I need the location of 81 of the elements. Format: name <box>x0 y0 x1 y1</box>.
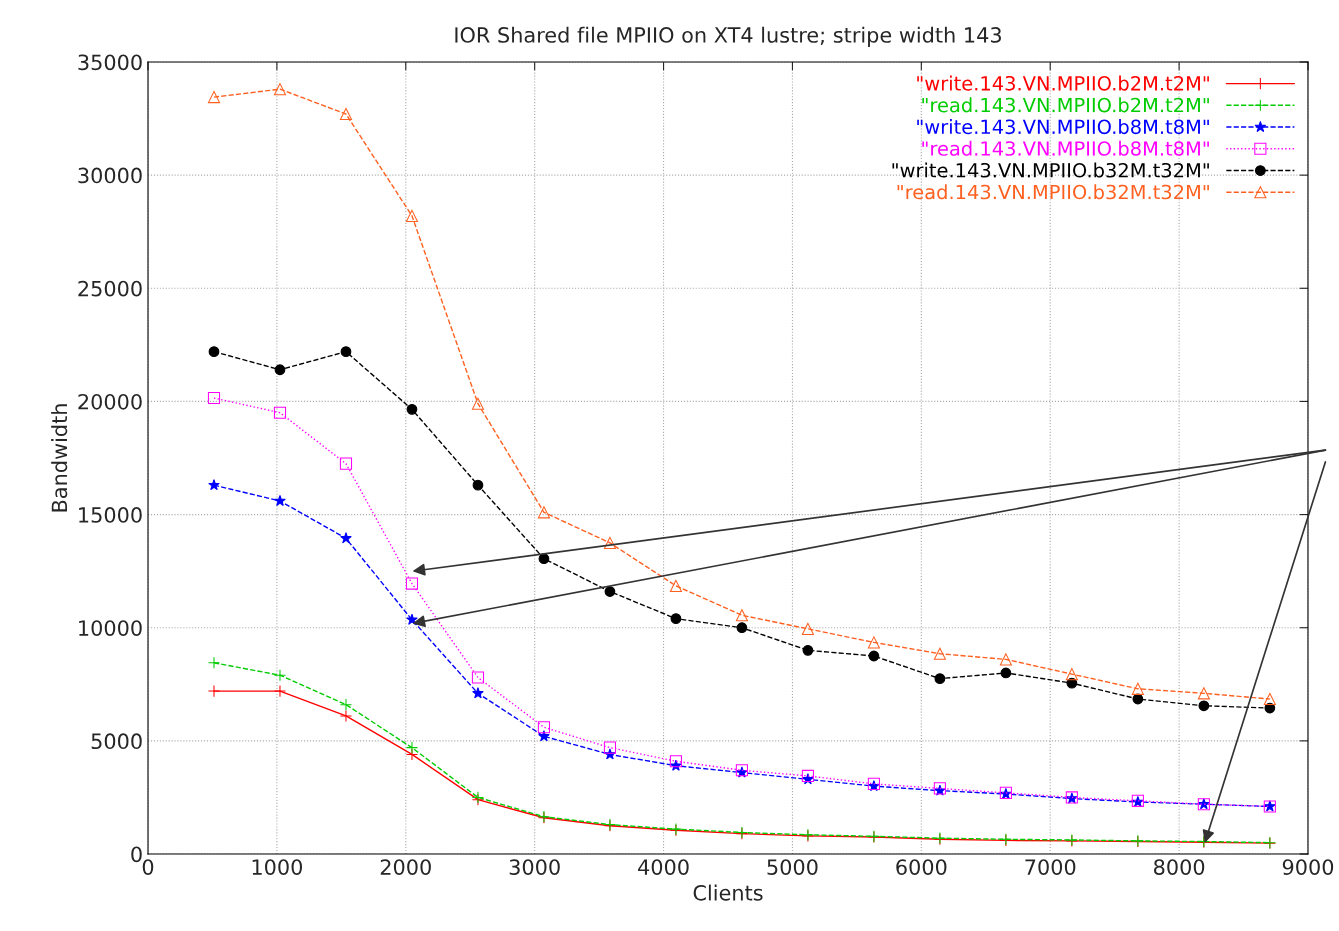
x-tick-label: 7000 <box>1025 859 1076 875</box>
y-tick-label: 25000 <box>78 280 142 297</box>
chart-title: IOR Shared file MPIIO on XT4 lustre; stripe width 143 <box>455 26 1001 47</box>
point <box>207 685 221 698</box>
point <box>472 687 484 699</box>
point <box>471 671 485 684</box>
point <box>1197 687 1210 700</box>
point <box>868 650 880 662</box>
point <box>472 479 484 491</box>
x-tick-label: 4000 <box>638 859 689 875</box>
point <box>405 209 419 222</box>
point <box>537 721 551 734</box>
point <box>933 647 946 660</box>
point <box>207 656 221 669</box>
y-tick-label: 0 <box>131 846 142 863</box>
point <box>867 636 880 649</box>
x-tick-label: 5000 <box>767 859 818 875</box>
point <box>802 644 814 656</box>
point <box>406 613 418 625</box>
point <box>208 346 220 358</box>
point <box>273 83 287 96</box>
point <box>603 536 617 549</box>
y-tick-label: 20000 <box>78 393 142 410</box>
point <box>340 346 352 358</box>
point <box>1065 668 1078 681</box>
point <box>670 613 682 625</box>
point <box>669 755 682 768</box>
x-tick-label: 8000 <box>1154 859 1205 875</box>
legend-label: "write.143.VN.MPIIO.b2M.t2M" <box>917 75 1209 91</box>
y-tick-label: 5000 <box>91 733 142 750</box>
x-tick-label: 1000 <box>252 859 303 875</box>
x-tick-label: 0 <box>142 859 154 875</box>
point <box>273 669 287 682</box>
point <box>1132 693 1144 705</box>
y-tick-label: 30000 <box>78 167 142 184</box>
legend-label: "write.143.VN.MPIIO.b32M.t32M" <box>892 162 1209 178</box>
point <box>604 586 616 597</box>
point <box>207 91 221 104</box>
point <box>274 494 286 507</box>
point <box>999 653 1012 666</box>
point <box>801 769 814 783</box>
x-axis-title: Clients <box>693 884 763 901</box>
x-tick-label: 9000 <box>1282 859 1334 875</box>
point <box>405 577 419 590</box>
point <box>934 673 946 685</box>
point <box>471 397 485 410</box>
point <box>273 406 287 419</box>
point <box>1263 692 1276 706</box>
point <box>538 553 550 565</box>
legend-label: "read.143.VN.MPIIO.b32M.t32M" <box>897 184 1209 200</box>
point <box>735 609 748 622</box>
point <box>538 730 550 742</box>
x-tick-label: 3000 <box>509 859 560 875</box>
point <box>406 403 418 415</box>
legend-label: "read.143.VN.MPIIO.b8M.t8M" <box>922 140 1209 156</box>
y-tick-label: 10000 <box>79 620 142 636</box>
point <box>669 579 682 592</box>
point <box>1131 682 1144 695</box>
legend-label: "read.143.VN.MPIIO.b2M.t2M" <box>922 97 1209 113</box>
y-axis-title: Bandwidth <box>51 404 68 512</box>
point <box>274 364 286 376</box>
point <box>1000 667 1012 679</box>
point <box>339 107 353 121</box>
point <box>1198 700 1210 712</box>
y-tick-label: 15000 <box>79 507 142 523</box>
point <box>339 698 353 711</box>
point <box>207 391 221 405</box>
point <box>208 479 220 491</box>
x-tick-label: 6000 <box>896 859 947 875</box>
legend-label: "write.143.VN.MPIIO.b8M.t8M" <box>917 119 1209 135</box>
point <box>537 506 551 519</box>
point <box>339 457 353 470</box>
point <box>405 741 419 754</box>
point <box>340 532 352 544</box>
point <box>273 685 287 698</box>
y-tick-label: 35000 <box>78 54 142 71</box>
point <box>801 622 814 635</box>
point <box>603 741 617 754</box>
point <box>736 622 748 634</box>
point <box>339 709 353 723</box>
x-tick-label: 2000 <box>380 859 431 875</box>
